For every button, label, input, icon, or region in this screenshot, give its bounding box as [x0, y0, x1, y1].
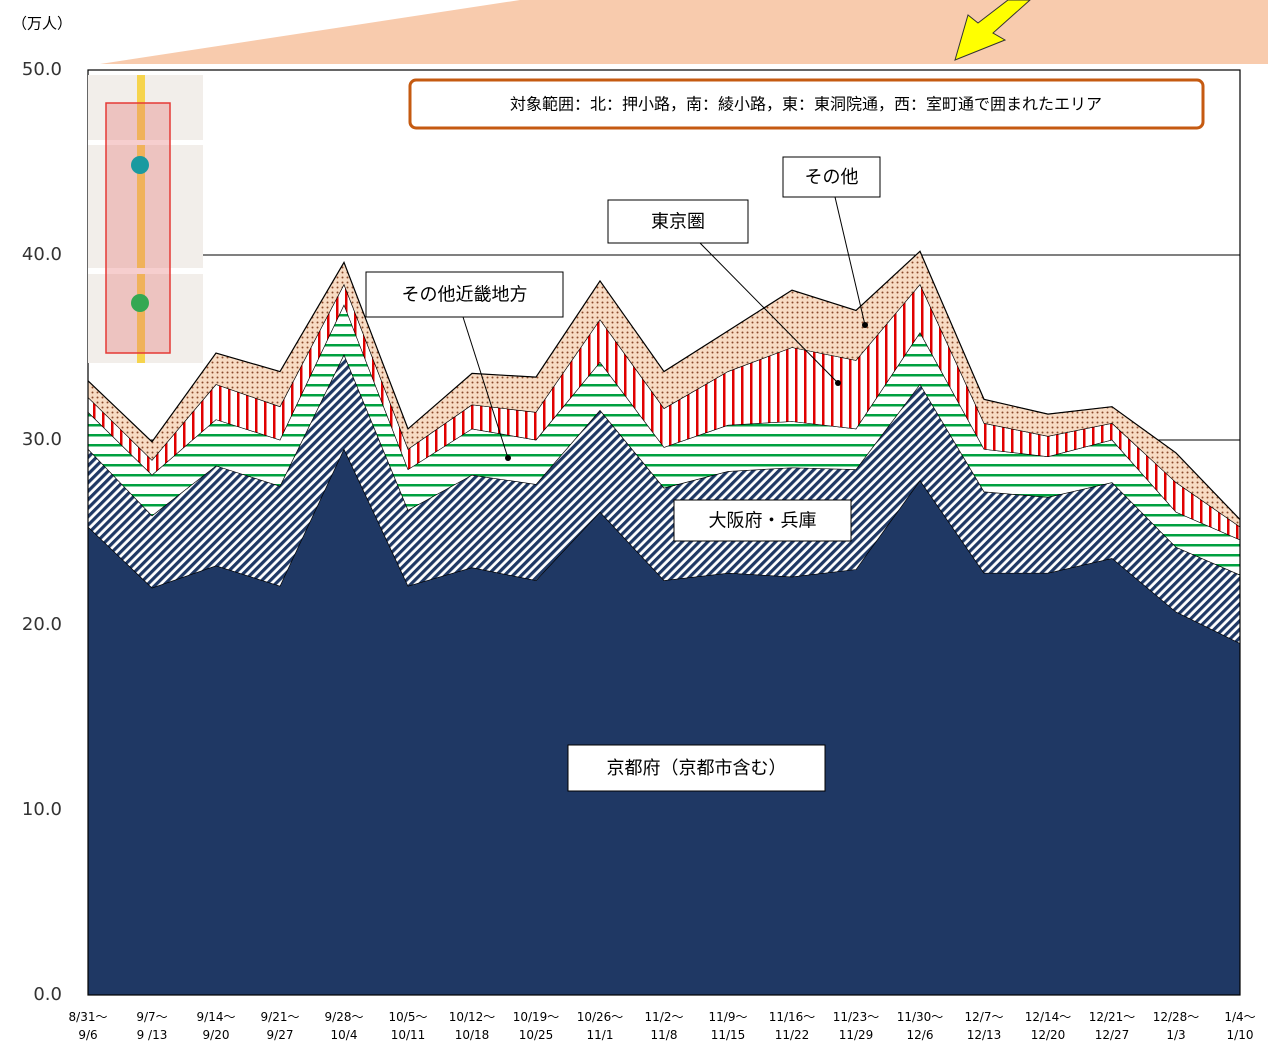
callout-head: [505, 455, 511, 461]
unit-label: （万人）: [12, 15, 72, 33]
series-label: その他: [805, 167, 859, 188]
x-tick-label: 12/28～ 1/3: [1141, 1008, 1211, 1044]
annotation: 対象範囲：北：押小路，南：綾小路，東：東洞院通，西：室町通で囲まれたエリア: [510, 95, 1102, 114]
x-tick-label: 11/2～ 11/8: [629, 1008, 699, 1044]
x-tick-label: 12/21～ 12/27: [1077, 1008, 1147, 1044]
map-inset: [88, 75, 203, 363]
series-label: 大阪府・兵庫: [709, 511, 817, 532]
x-tick-label: 10/5～ 10/11: [373, 1008, 443, 1044]
x-tick-label: 10/26～ 11/1: [565, 1008, 635, 1044]
x-tick-label: 11/9～ 11/15: [693, 1008, 763, 1044]
x-tick-label: 9/14～ 9/20: [181, 1008, 251, 1044]
page: {"chart_data": {"type": "stacked_area", …: [0, 0, 1275, 1048]
map-pin: [131, 294, 149, 312]
x-tick-label: 12/7～ 12/13: [949, 1008, 1019, 1044]
x-tick-label: 8/31～ 9/6: [53, 1008, 123, 1044]
map-pin: [131, 156, 149, 174]
x-tick-label: 1/4～ 1/10: [1205, 1008, 1275, 1044]
x-tick-label: 10/12～ 10/18: [437, 1008, 507, 1044]
series-label: 京都府（京都市含む）: [607, 758, 787, 779]
y-tick-label: 0.0: [33, 984, 62, 1005]
x-tick-label: 11/16～ 11/22: [757, 1008, 827, 1044]
map-area: [106, 103, 170, 353]
banner-shape: [100, 0, 1268, 64]
x-tick-label: 9/7～ 9 /13: [117, 1008, 187, 1044]
x-tick-label: 9/28～ 10/4: [309, 1008, 379, 1044]
y-tick-label: 50.0: [22, 59, 62, 80]
x-tick-label: 12/14～ 12/20: [1013, 1008, 1083, 1044]
x-tick-label: 10/19～ 10/25: [501, 1008, 571, 1044]
y-tick-label: 30.0: [22, 429, 62, 450]
y-tick-label: 40.0: [22, 244, 62, 265]
callout-head: [835, 380, 841, 386]
y-tick-label: 10.0: [22, 799, 62, 820]
y-tick-label: 20.0: [22, 614, 62, 635]
chart: （万人） 対象範囲：北：押小路，南：綾小路，東：東洞院通，西：室町通で囲まれたエ…: [0, 0, 1275, 1048]
callout-head: [862, 322, 868, 328]
series-label: 東京圏: [651, 212, 705, 233]
x-tick-label: 11/30～ 12/6: [885, 1008, 955, 1044]
x-tick-label: 11/23～ 11/29: [821, 1008, 891, 1044]
x-tick-label: 9/21～ 9/27: [245, 1008, 315, 1044]
series-label: その他近畿地方: [402, 285, 528, 306]
